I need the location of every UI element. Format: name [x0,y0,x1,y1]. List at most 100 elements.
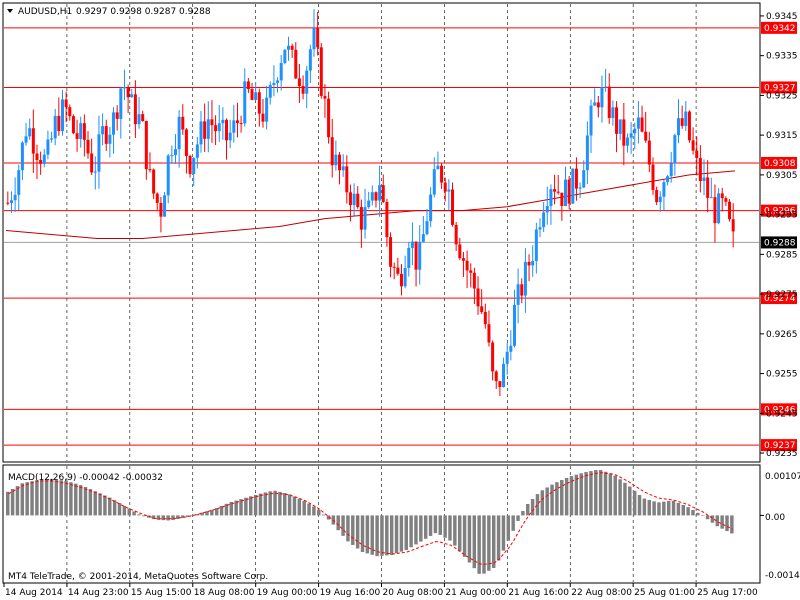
candle[interactable] [312,9,316,57]
candle[interactable] [436,151,440,170]
candle[interactable] [622,102,626,166]
candle[interactable] [20,141,24,181]
candle[interactable] [421,215,425,243]
candle[interactable] [425,208,429,236]
candle[interactable] [531,245,535,277]
candle[interactable] [28,118,32,140]
candle[interactable] [407,241,411,277]
candle[interactable] [217,105,221,142]
candle[interactable] [166,153,170,204]
candle[interactable] [717,188,721,225]
candle[interactable] [141,110,145,122]
candle[interactable] [330,118,334,178]
candle[interactable] [553,174,557,205]
candle[interactable] [294,42,298,80]
candle[interactable] [290,43,294,58]
candle[interactable] [451,182,455,227]
candle[interactable] [582,160,586,189]
candle[interactable] [155,192,159,210]
candle[interactable] [695,136,699,176]
candle[interactable] [483,303,487,329]
candle[interactable] [709,177,713,199]
candle[interactable] [728,199,732,222]
candle[interactable] [35,144,39,179]
candle[interactable] [9,191,13,214]
candle[interactable] [319,43,323,99]
candle[interactable] [574,157,578,201]
candle[interactable] [706,160,710,213]
candle[interactable] [119,86,123,139]
candle[interactable] [443,177,447,202]
candle[interactable] [677,99,681,144]
candle[interactable] [527,254,531,282]
candle[interactable] [403,255,407,289]
candle[interactable] [720,187,724,212]
candle[interactable] [235,102,239,138]
candle[interactable] [206,101,210,153]
candle[interactable] [254,82,258,101]
candles[interactable] [6,9,735,396]
candle[interactable] [542,202,546,232]
candle[interactable] [374,191,378,208]
candle[interactable] [505,342,509,375]
candle[interactable] [494,370,498,389]
candle[interactable] [75,119,79,152]
candle[interactable] [534,222,538,274]
candle[interactable] [389,232,393,278]
candle[interactable] [666,174,670,186]
candle[interactable] [465,250,469,289]
candle[interactable] [173,134,177,165]
candle[interactable] [713,184,717,243]
candle[interactable] [246,78,250,94]
candle[interactable] [487,310,491,347]
candle[interactable] [316,12,320,56]
candle[interactable] [429,187,433,228]
candle[interactable] [170,145,174,164]
candle[interactable] [261,98,265,128]
candle[interactable] [399,264,403,296]
candle[interactable] [101,113,105,146]
candle[interactable] [115,105,119,131]
candle[interactable] [13,177,17,212]
dropdown-triangle-icon[interactable] [7,9,13,13]
candle[interactable] [560,192,564,221]
candle[interactable] [184,127,188,174]
candle[interactable] [93,156,97,190]
candle[interactable] [232,104,236,143]
candle[interactable] [265,85,269,130]
candle[interactable] [301,75,305,100]
candle[interactable] [6,191,10,206]
candle[interactable] [268,81,272,105]
candle[interactable] [367,191,371,209]
candle[interactable] [276,77,280,93]
candle[interactable] [17,164,21,211]
candle[interactable] [71,114,75,135]
candle[interactable] [68,104,72,121]
candle[interactable] [658,191,662,212]
candle[interactable] [472,267,476,305]
candle[interactable] [538,218,542,238]
candle[interactable] [636,100,640,144]
candle[interactable] [607,73,611,124]
candle[interactable] [396,257,400,276]
candle[interactable] [509,330,513,361]
candle[interactable] [108,126,112,158]
candle[interactable] [651,157,655,195]
candle[interactable] [163,192,167,217]
candle[interactable] [680,105,684,129]
candle[interactable] [684,101,688,131]
candle[interactable] [691,127,695,155]
horizontal-levels[interactable]: 0.93420.93270.93080.92960.92740.92460.92… [4,21,797,452]
candle[interactable] [440,163,444,190]
candle[interactable] [633,122,637,150]
candle[interactable] [305,65,309,109]
candle[interactable] [195,136,199,169]
candle[interactable] [192,157,196,186]
candle[interactable] [687,110,691,143]
candle[interactable] [148,152,152,173]
macd-indicator[interactable] [6,470,764,574]
candle[interactable] [327,91,331,144]
candle[interactable] [516,268,520,324]
candle[interactable] [385,198,389,247]
candle[interactable] [177,110,181,168]
